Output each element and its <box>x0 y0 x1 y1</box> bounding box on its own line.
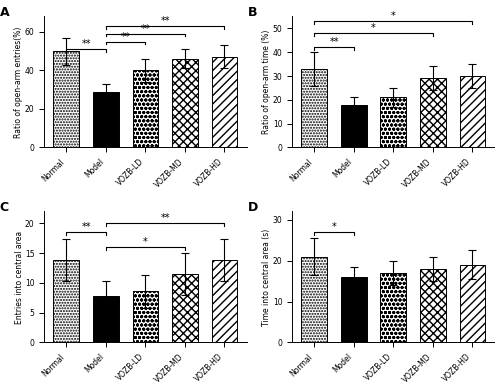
Bar <box>172 274 198 342</box>
Bar <box>302 257 327 342</box>
Bar <box>172 59 198 147</box>
Text: **: ** <box>140 24 150 34</box>
Bar <box>341 105 366 147</box>
Text: **: ** <box>82 39 91 49</box>
Y-axis label: Ratio of open-arm time (%): Ratio of open-arm time (%) <box>262 30 272 134</box>
Text: *: * <box>391 11 396 21</box>
Bar <box>54 51 79 147</box>
Text: D: D <box>248 201 258 214</box>
Bar <box>460 265 485 342</box>
Bar <box>380 98 406 147</box>
Bar <box>460 76 485 147</box>
Bar <box>93 92 118 147</box>
Text: *: * <box>143 237 148 247</box>
Bar <box>132 291 158 342</box>
Y-axis label: Entries into central area: Entries into central area <box>14 230 24 324</box>
Text: **: ** <box>330 37 339 48</box>
Y-axis label: Time into central area (s): Time into central area (s) <box>262 228 272 326</box>
Text: **: ** <box>82 222 91 232</box>
Bar <box>341 277 366 342</box>
Y-axis label: Ratio of open-arm entries(%): Ratio of open-arm entries(%) <box>14 26 24 138</box>
Bar <box>212 260 238 342</box>
Text: B: B <box>248 6 257 19</box>
Text: **: ** <box>160 16 170 26</box>
Bar <box>420 78 446 147</box>
Bar <box>132 71 158 147</box>
Bar <box>380 273 406 342</box>
Bar <box>54 260 79 342</box>
Bar <box>93 296 118 342</box>
Text: *: * <box>332 222 336 232</box>
Text: C: C <box>0 201 9 214</box>
Bar <box>420 269 446 342</box>
Bar <box>212 57 238 147</box>
Text: **: ** <box>160 213 170 223</box>
Text: A: A <box>0 6 10 19</box>
Text: *: * <box>371 23 376 33</box>
Text: **: ** <box>121 32 130 41</box>
Bar <box>302 69 327 147</box>
